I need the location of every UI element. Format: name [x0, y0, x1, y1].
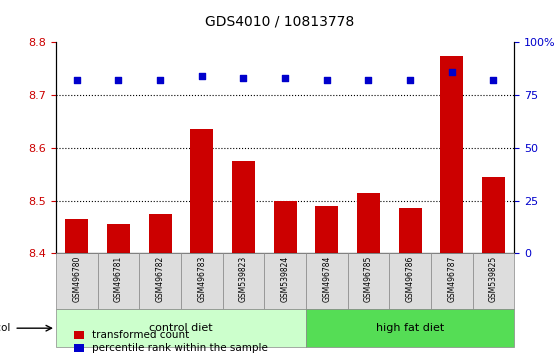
Bar	[357, 193, 380, 253]
Bar	[306, 253, 348, 309]
Bar	[399, 209, 421, 253]
Text: GSM496780: GSM496780	[72, 256, 81, 302]
Text: GSM496785: GSM496785	[364, 256, 373, 302]
Bar	[274, 201, 296, 253]
Bar	[107, 224, 130, 253]
Bar	[190, 130, 213, 253]
Text: GDS4010 / 10813778: GDS4010 / 10813778	[205, 14, 354, 28]
Bar	[56, 253, 98, 309]
Point	[281, 75, 290, 81]
Text: GSM496786: GSM496786	[406, 256, 415, 302]
Bar	[440, 56, 463, 253]
Text: GSM496782: GSM496782	[155, 256, 164, 302]
Text: GSM496784: GSM496784	[322, 256, 331, 302]
Point	[364, 78, 373, 83]
Point	[489, 78, 498, 83]
Text: high fat diet: high fat diet	[376, 323, 444, 333]
Bar	[149, 214, 172, 253]
Point	[239, 75, 248, 81]
Text: GSM539823: GSM539823	[239, 256, 248, 302]
Bar	[348, 253, 389, 309]
Point	[114, 78, 123, 83]
Bar	[232, 161, 255, 253]
Text: GSM496783: GSM496783	[197, 256, 206, 302]
Bar	[98, 253, 139, 309]
Text: control diet: control diet	[149, 323, 213, 333]
Bar	[222, 253, 264, 309]
Point	[447, 69, 456, 75]
Point	[155, 78, 164, 83]
Bar	[315, 206, 338, 253]
Bar	[389, 253, 431, 309]
Point	[323, 78, 331, 83]
Text: GSM496787: GSM496787	[447, 256, 456, 302]
Point	[406, 78, 415, 83]
Text: transformed count: transformed count	[92, 330, 190, 339]
Bar	[431, 253, 472, 309]
Point	[197, 73, 206, 79]
Text: GSM496781: GSM496781	[114, 256, 123, 302]
Bar	[139, 253, 181, 309]
Text: GSM539824: GSM539824	[281, 256, 290, 302]
Bar	[181, 253, 222, 309]
Bar	[56, 309, 306, 347]
Text: growth protocol: growth protocol	[0, 323, 10, 333]
Bar	[472, 253, 514, 309]
Text: GSM539825: GSM539825	[489, 256, 498, 302]
Bar	[65, 219, 88, 253]
Text: percentile rank within the sample: percentile rank within the sample	[92, 343, 268, 353]
Bar	[482, 177, 505, 253]
Bar	[264, 253, 306, 309]
Point	[72, 78, 81, 83]
Bar	[306, 309, 514, 347]
